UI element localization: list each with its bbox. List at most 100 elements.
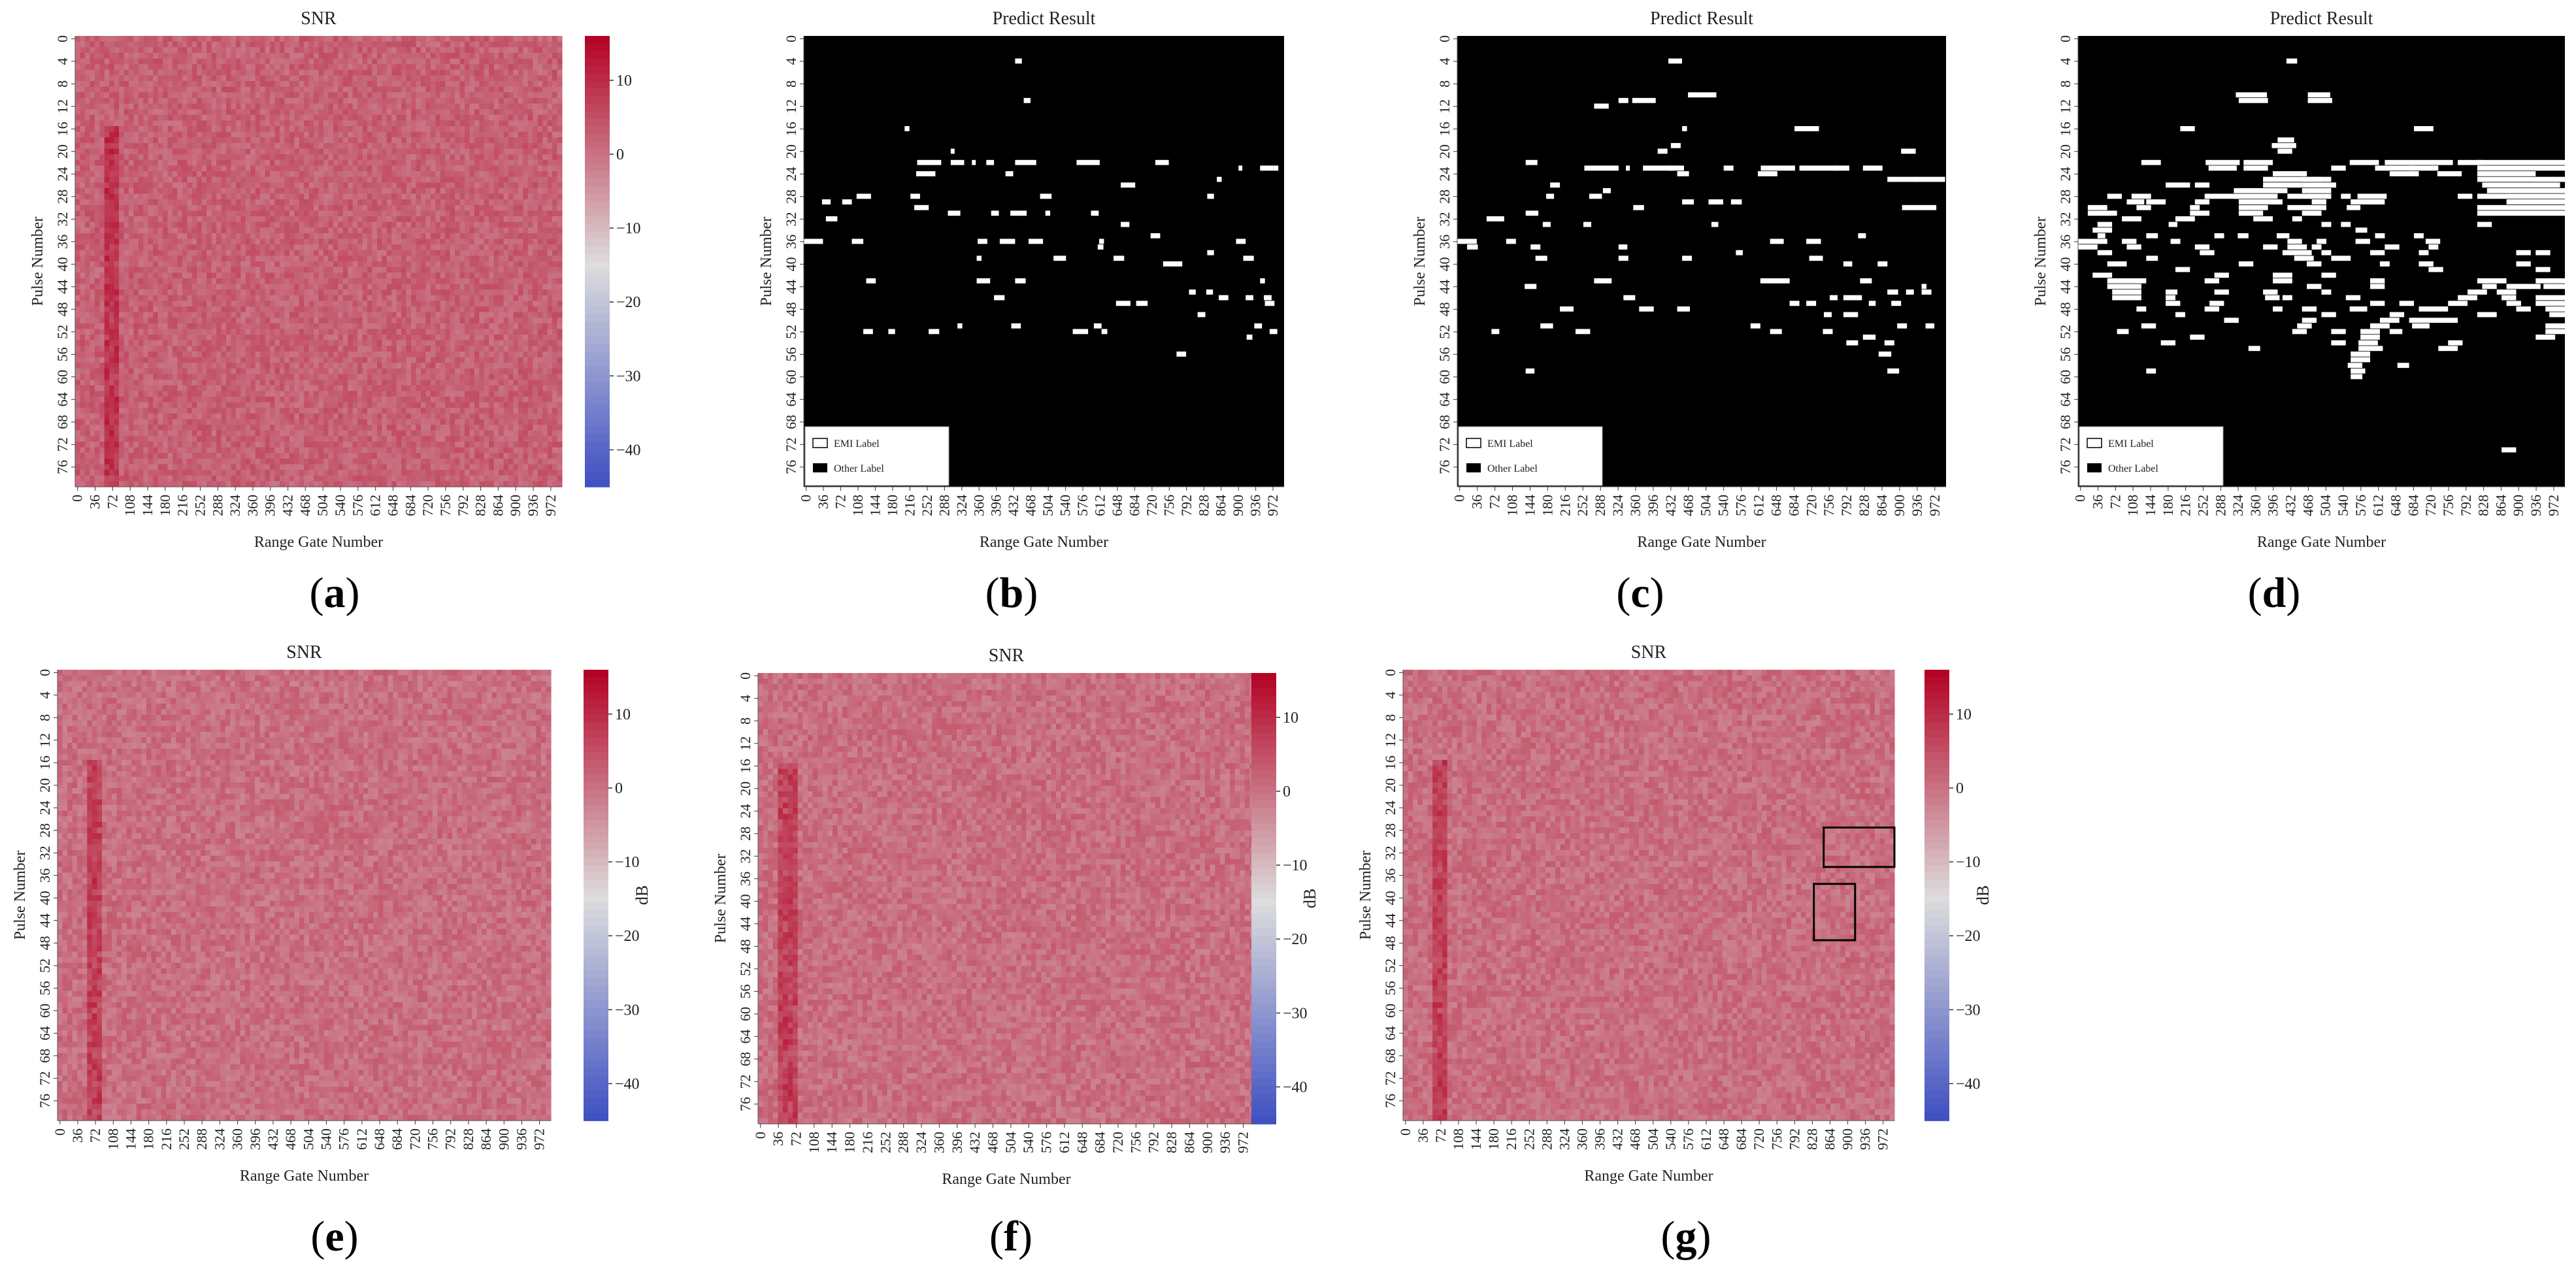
panel-letter-e: (e) <box>269 1212 400 1262</box>
emi-cell <box>972 159 976 165</box>
emi-cell <box>2146 199 2166 205</box>
emi-cell <box>2357 193 2387 199</box>
emi-cell <box>1053 255 1066 261</box>
emi-cell <box>2107 193 2122 199</box>
emi-cell <box>2331 165 2346 171</box>
emi-cell <box>2535 335 2556 340</box>
x-tick-label: 252 <box>1521 1128 1537 1150</box>
y-tick-label: 12 <box>1436 99 1453 114</box>
emi-cell <box>2502 295 2517 301</box>
y-tick-label: 56 <box>2057 347 2073 361</box>
y-tick-label: 52 <box>54 325 71 339</box>
x-tick-label: 828 <box>1195 495 1212 516</box>
x-tick-label: 324 <box>227 495 243 516</box>
x-tick-label: 36 <box>1415 1128 1431 1143</box>
x-tick-label: 972 <box>1875 1128 1891 1150</box>
x-axis-label: Range Gate Number <box>2257 534 2386 551</box>
colorbar-tick-label: −10 <box>1283 857 1308 874</box>
y-tick-label: 4 <box>1436 57 1453 65</box>
emi-cell <box>1708 199 1723 205</box>
x-tick-label: 612 <box>1056 1132 1072 1153</box>
chart-title: SNR <box>1631 642 1667 663</box>
emi-cell <box>950 159 965 165</box>
y-tick-label: 56 <box>54 347 71 361</box>
y-tick-label: 64 <box>37 1026 53 1040</box>
x-tick-label: 972 <box>531 1128 548 1150</box>
x-tick-label: 792 <box>442 1128 459 1150</box>
emi-cell <box>2190 335 2205 340</box>
y-tick-label: 0 <box>54 35 71 42</box>
emi-cell <box>2477 210 2565 216</box>
heatmap-cells <box>758 673 1255 1124</box>
y-axis-label: Pulse Number <box>12 851 29 940</box>
emi-cell <box>2238 205 2268 210</box>
emi-cell <box>2287 244 2307 250</box>
x-tick-label: 288 <box>895 1132 912 1153</box>
emi-cell <box>2311 244 2322 250</box>
x-tick-label: 180 <box>842 1132 858 1153</box>
x-tick-label: 576 <box>336 1128 352 1150</box>
emi-cell <box>2238 261 2254 267</box>
emi-cell <box>2428 244 2439 250</box>
x-tick-label: 576 <box>2353 495 2369 516</box>
x-tick-label: 828 <box>1804 1128 1820 1150</box>
legend-swatch-other <box>1466 463 1481 472</box>
emi-cell <box>2194 199 2210 205</box>
emi-cell <box>2438 346 2458 352</box>
y-tick-label: 0 <box>737 672 753 680</box>
emi-cell <box>2414 159 2453 165</box>
x-tick-label: 288 <box>1592 495 1608 516</box>
x-tick-label: 900 <box>1840 1128 1856 1150</box>
emi-cell <box>1862 165 1883 171</box>
y-tick-label: 48 <box>783 302 799 316</box>
emi-cell <box>2360 329 2380 335</box>
emi-cell <box>1843 261 1853 267</box>
y-tick-label: 60 <box>54 370 71 384</box>
y-tick-label: 36 <box>737 872 753 886</box>
y-tick-label: 76 <box>783 460 799 474</box>
colorbar-tick-label: −40 <box>615 1075 640 1092</box>
x-tick-label: 252 <box>919 495 935 516</box>
y-tick-label: 76 <box>1382 1094 1398 1108</box>
x-tick-label: 720 <box>1144 495 1160 516</box>
x-tick-label: 864 <box>1181 1132 1197 1153</box>
emi-cell <box>2263 289 2278 295</box>
emi-cell <box>1887 368 1900 374</box>
emi-cell <box>2375 165 2415 171</box>
colorbar <box>1924 670 1949 1121</box>
emi-cell <box>2170 238 2181 244</box>
emi-cell <box>1823 329 1833 335</box>
emi-cell <box>2549 312 2565 318</box>
emi-cell <box>2243 159 2273 165</box>
x-axis-label: Range Gate Number <box>1584 1168 1713 1185</box>
emi-cell <box>1723 165 1734 171</box>
y-tick-label: 60 <box>737 1007 753 1021</box>
emi-cell <box>2351 368 2366 374</box>
y-tick-label: 4 <box>737 695 753 702</box>
y-tick-label: 56 <box>737 984 753 998</box>
y-tick-label: 8 <box>37 714 53 721</box>
emi-cell <box>1806 301 1817 306</box>
x-tick-label: 900 <box>1199 1132 1215 1153</box>
emi-cell <box>2506 301 2521 306</box>
x-tick-label: 108 <box>2124 495 2141 516</box>
y-tick-label: 24 <box>1436 167 1453 181</box>
y-tick-label: 20 <box>783 144 799 159</box>
emi-cell <box>2273 272 2292 278</box>
x-tick-label: 324 <box>953 495 970 516</box>
x-tick-label: 504 <box>1040 495 1056 516</box>
emi-cell <box>1921 289 1932 295</box>
colorbar-tick-label: 0 <box>616 146 624 163</box>
y-tick-label: 64 <box>737 1029 753 1043</box>
emi-cell <box>2516 261 2531 267</box>
x-tick-label: 648 <box>371 1128 388 1150</box>
emi-cell <box>1868 301 1876 306</box>
y-tick-label: 0 <box>783 35 799 42</box>
y-tick-label: 64 <box>54 392 71 406</box>
y-tick-label: 40 <box>783 257 799 271</box>
y-tick-label: 44 <box>737 917 753 931</box>
x-tick-label: 396 <box>262 495 278 516</box>
x-tick-label: 756 <box>437 495 454 516</box>
emi-cell <box>950 148 955 154</box>
